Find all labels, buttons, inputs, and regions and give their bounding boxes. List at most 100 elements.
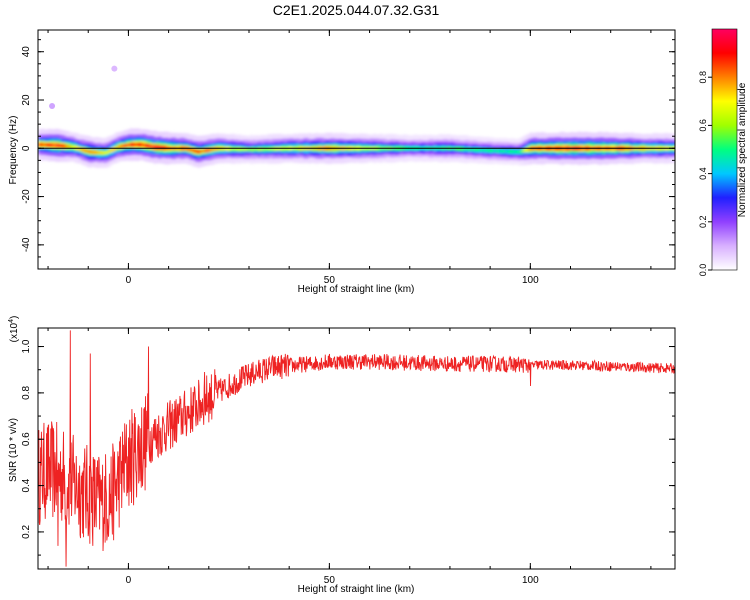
x-tick-label: 0: [126, 575, 132, 586]
spectral-cell: [235, 147, 239, 151]
spectral-cell: [52, 144, 56, 147]
spectral-cell: [93, 150, 97, 155]
spectrogram-ylabel: Frequency (Hz): [8, 116, 19, 185]
spectral-cell: [238, 147, 242, 151]
colorbar-tick-label: 0.2: [698, 216, 708, 229]
y-tick-label: 20: [21, 94, 32, 106]
spectral-cell: [115, 146, 119, 149]
snr-multiplier: (x104): [8, 316, 20, 343]
spectral-cell: [146, 143, 150, 148]
snr-marks: [38, 330, 675, 567]
spectral-cell: [136, 142, 140, 147]
spectral-cell: [503, 150, 507, 153]
spectral-cell: [500, 149, 504, 153]
spectral-cell: [269, 147, 273, 150]
spectral-cell: [199, 150, 203, 153]
spectral-cell: [259, 147, 263, 151]
spectral-cell: [194, 149, 198, 154]
colorbar-tick-label: 0.4: [698, 167, 708, 180]
spectral-cell: [117, 145, 121, 149]
spectral-cell: [493, 150, 497, 152]
spectral-cell: [42, 143, 46, 146]
spectral-cell: [86, 150, 90, 153]
spectral-cell: [81, 147, 85, 152]
spectrogram-marks: [38, 65, 675, 169]
spectral-cell: [69, 145, 73, 148]
spectral-cell: [83, 149, 87, 153]
snr-axes: 0 50 100 0.2 0.4 0.6 0.8 1.0: [21, 328, 675, 586]
spectral-cell: [240, 148, 244, 151]
spectrogram-panel: 0 50 100 -40 -20 0 20 40 Height of straight lin…: [8, 29, 676, 295]
spectral-cell: [242, 147, 246, 151]
snr-line: [38, 330, 675, 567]
spectral-cell: [469, 148, 473, 151]
spectral-cell: [481, 149, 485, 152]
colorbar-gradient: [712, 29, 737, 270]
spectral-cell: [508, 149, 512, 154]
spectral-cell: [124, 143, 128, 148]
snr-frame: [37, 327, 676, 570]
spectral-cell: [78, 148, 83, 151]
spectral-cell: [132, 142, 136, 147]
y-tick-label: 40: [21, 46, 32, 58]
spectral-cell: [158, 145, 162, 150]
spectral-cell: [127, 143, 131, 146]
spectral-cell: [204, 148, 208, 153]
spectral-cell: [134, 143, 138, 146]
spectral-cell: [201, 149, 205, 152]
spectral-cell: [474, 148, 478, 152]
spectral-cell: [209, 147, 213, 152]
colorbar: 0.0 0.2 0.4 0.6 0.8 Normalized spectral ampl…: [698, 28, 748, 277]
spectral-cell: [255, 148, 259, 151]
snr-ylabel: SNR (10 * v/v): [8, 418, 19, 482]
spectral-cell: [156, 145, 160, 150]
spectral-cell: [119, 144, 123, 148]
spectral-cell: [151, 145, 155, 149]
spectral-cell: [57, 143, 61, 148]
spectral-cell: [488, 148, 492, 153]
spectral-cell: [187, 146, 191, 152]
y-tick-label: 0.2: [21, 525, 32, 539]
spectral-spot: [49, 103, 56, 110]
spectral-cell: [192, 148, 196, 153]
spectral-cell: [54, 143, 58, 147]
x-tick-label: 0: [126, 275, 132, 286]
spectral-cell: [71, 146, 75, 149]
spectral-cell: [214, 146, 218, 151]
spectral-cell: [230, 148, 234, 150]
snr-panel: 0 50 100 0.2 0.4 0.6 0.8 1.0 Height of straight…: [8, 316, 676, 595]
spectral-cell: [498, 150, 502, 152]
spectral-cell: [64, 145, 68, 148]
spectral-cell: [262, 148, 266, 151]
spectral-cell: [486, 149, 490, 152]
spectral-cell: [98, 151, 102, 154]
spectral-cell: [95, 151, 99, 154]
spectral-cell: [107, 150, 111, 153]
spectral-cell: [271, 147, 275, 151]
x-tick-label: 50: [324, 275, 336, 286]
spectral-cell: [525, 147, 529, 152]
y-tick-label: 0.6: [21, 432, 32, 446]
spectral-cell: [252, 148, 256, 151]
colorbar-tick-label: 0.0: [698, 264, 708, 277]
spectral-spot: [111, 65, 118, 72]
spectral-cell: [491, 149, 495, 152]
spectral-cell: [139, 142, 143, 147]
spectral-cell: [74, 146, 78, 150]
spectral-cell: [484, 149, 488, 152]
spectral-cell: [520, 150, 524, 153]
spectral-cell: [100, 151, 104, 155]
spectrogram-xlabel: Height of straight line (km): [298, 284, 415, 295]
y-tick-label: 0.8: [21, 385, 32, 399]
spectrogram-axes: 0 50 100 -40 -20 0 20 40: [21, 30, 675, 286]
x-tick-label: 100: [522, 575, 539, 586]
spectral-cell: [505, 150, 509, 152]
spectral-cell: [129, 142, 133, 147]
colorbar-axis: 0.0 0.2 0.4 0.6 0.8: [698, 28, 738, 277]
x-tick-label: 50: [324, 575, 336, 586]
spectral-cell: [160, 145, 164, 150]
spectral-cell: [513, 150, 517, 153]
spectral-cell: [479, 149, 483, 151]
colorbar-frame: [711, 28, 738, 271]
